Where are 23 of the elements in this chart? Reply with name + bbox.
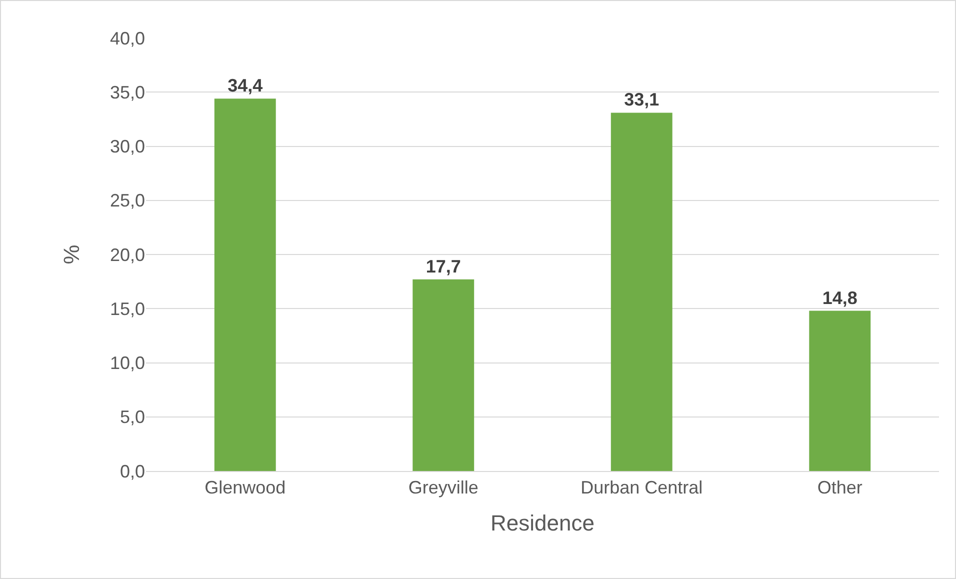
y-tick-label: 5,0 bbox=[120, 407, 145, 428]
y-tick-label: 30,0 bbox=[110, 136, 145, 157]
x-axis-title: Residence bbox=[490, 510, 594, 536]
data-label: 17,7 bbox=[426, 256, 461, 276]
y-tick-label: 25,0 bbox=[110, 190, 145, 211]
bar bbox=[214, 98, 276, 471]
x-tick-label: Glenwood bbox=[204, 478, 286, 498]
y-tick-label: 10,0 bbox=[110, 353, 145, 374]
y-tick-label: 35,0 bbox=[110, 82, 145, 102]
bar bbox=[809, 310, 871, 471]
bar bbox=[412, 279, 474, 471]
x-tick-label: Durban Central bbox=[580, 478, 703, 498]
x-tick-label: Greyville bbox=[408, 478, 478, 498]
y-tick-label: 0,0 bbox=[120, 461, 145, 482]
data-label: 34,4 bbox=[228, 76, 263, 96]
data-label: 14,8 bbox=[822, 288, 858, 308]
bar bbox=[610, 112, 672, 471]
y-tick-label: 40,0 bbox=[110, 28, 145, 48]
x-tick-label: Other bbox=[817, 478, 862, 498]
y-tick-label: 20,0 bbox=[110, 244, 145, 265]
y-tick-label: 15,0 bbox=[110, 298, 145, 319]
data-label: 33,1 bbox=[624, 90, 660, 110]
y-axis-title: % bbox=[58, 244, 84, 264]
